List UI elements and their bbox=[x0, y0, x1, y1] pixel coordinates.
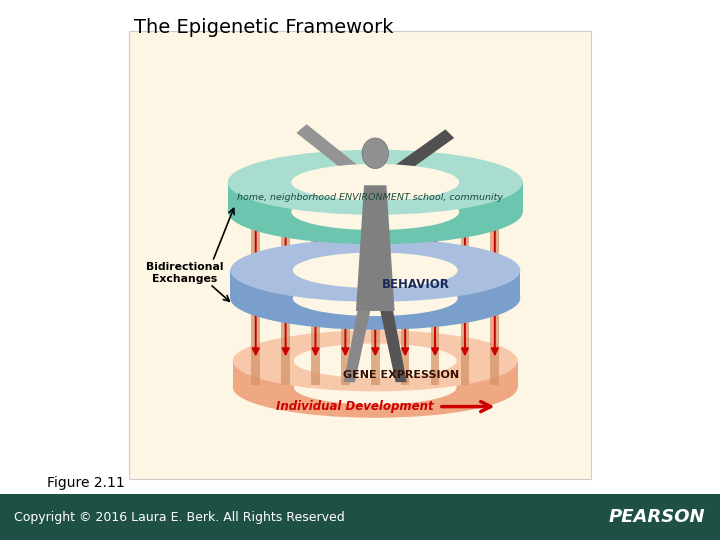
FancyBboxPatch shape bbox=[401, 180, 410, 384]
Ellipse shape bbox=[233, 357, 518, 418]
FancyBboxPatch shape bbox=[292, 182, 459, 212]
Ellipse shape bbox=[233, 330, 518, 392]
FancyBboxPatch shape bbox=[251, 180, 260, 384]
FancyBboxPatch shape bbox=[371, 180, 379, 384]
Polygon shape bbox=[356, 185, 395, 311]
Ellipse shape bbox=[292, 193, 459, 230]
FancyBboxPatch shape bbox=[293, 270, 458, 298]
Text: GENE EXPRESSION: GENE EXPRESSION bbox=[343, 369, 459, 380]
Ellipse shape bbox=[293, 252, 458, 288]
FancyBboxPatch shape bbox=[228, 182, 523, 212]
Ellipse shape bbox=[362, 138, 389, 168]
Ellipse shape bbox=[230, 267, 521, 330]
Ellipse shape bbox=[294, 370, 456, 404]
FancyBboxPatch shape bbox=[233, 361, 518, 387]
FancyBboxPatch shape bbox=[461, 180, 469, 384]
FancyBboxPatch shape bbox=[282, 180, 290, 384]
FancyBboxPatch shape bbox=[294, 361, 456, 387]
FancyBboxPatch shape bbox=[341, 180, 350, 384]
Polygon shape bbox=[373, 130, 454, 188]
Text: The Epigenetic Framework: The Epigenetic Framework bbox=[134, 18, 393, 37]
Text: Copyright © 2016 Laura E. Berk. All Rights Reserved: Copyright © 2016 Laura E. Berk. All Righ… bbox=[14, 510, 345, 524]
Text: home, neighborhood ENVIRONMENT school, community: home, neighborhood ENVIRONMENT school, c… bbox=[237, 193, 503, 202]
Text: PEARSON: PEARSON bbox=[609, 508, 706, 526]
Text: Figure 2.11: Figure 2.11 bbox=[47, 476, 125, 490]
FancyBboxPatch shape bbox=[129, 31, 591, 479]
Ellipse shape bbox=[294, 343, 456, 378]
Text: BEHAVIOR: BEHAVIOR bbox=[382, 278, 450, 291]
FancyBboxPatch shape bbox=[431, 180, 439, 384]
FancyBboxPatch shape bbox=[230, 270, 521, 298]
Polygon shape bbox=[343, 311, 370, 382]
Text: Individual Development: Individual Development bbox=[276, 400, 433, 413]
Ellipse shape bbox=[228, 150, 523, 215]
FancyBboxPatch shape bbox=[490, 180, 499, 384]
Ellipse shape bbox=[292, 164, 459, 200]
Ellipse shape bbox=[293, 280, 458, 316]
FancyBboxPatch shape bbox=[0, 494, 720, 540]
Ellipse shape bbox=[230, 239, 521, 302]
Text: Bidirectional
Exchanges: Bidirectional Exchanges bbox=[145, 262, 223, 284]
Polygon shape bbox=[297, 124, 378, 188]
Polygon shape bbox=[380, 311, 407, 382]
FancyBboxPatch shape bbox=[311, 180, 320, 384]
Ellipse shape bbox=[228, 179, 523, 244]
